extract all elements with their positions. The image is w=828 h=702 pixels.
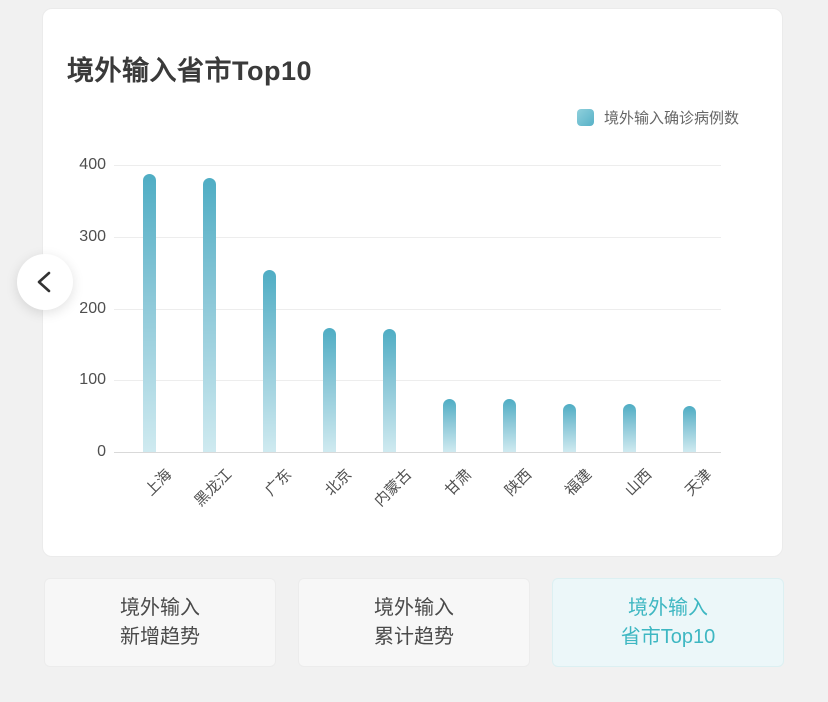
x-axis-label: 陕西 (501, 466, 536, 500)
tab-imported-cumulative-trend[interactable]: 境外输入 累计趋势 (298, 578, 530, 667)
tab-label-line1: 境外输入 (374, 596, 454, 619)
y-axis-tick-label: 200 (79, 299, 106, 317)
bar[interactable] (442, 399, 456, 452)
tab-label-line2: 省市Top10 (620, 625, 716, 648)
bar[interactable] (562, 404, 576, 452)
legend-swatch-icon (576, 109, 594, 126)
x-axis-label: 黑龙江 (191, 466, 236, 510)
tab-label-line2: 累计趋势 (374, 625, 454, 648)
gridline (114, 308, 721, 310)
chart-card: 境外输入省市Top10 境外输入确诊病例数 0 100 200 300 400 上海 黑龙江… (42, 8, 783, 557)
x-axis-label: 内蒙古 (371, 466, 416, 510)
bar[interactable] (502, 399, 516, 452)
tab-imported-province-top10[interactable]: 境外输入 省市Top10 (552, 578, 784, 667)
x-axis-label: 北京 (321, 466, 356, 500)
tab-bar: 境外输入 新增趋势 境外输入 累计趋势 境外输入 省市Top10 (44, 578, 784, 667)
bar[interactable] (382, 329, 396, 452)
tab-label-line1: 境外输入 (120, 596, 200, 619)
bar[interactable] (322, 328, 336, 452)
gridline (114, 380, 721, 382)
bar[interactable] (142, 174, 156, 452)
bar[interactable] (622, 404, 636, 452)
gridline (114, 165, 721, 166)
x-axis-label: 甘肃 (441, 466, 476, 500)
bar-chart: 0 100 200 300 400 上海 黑龙江 广东 北京 内蒙古 甘肃 陕西 福建 山西 天津 (43, 9, 782, 556)
bar[interactable] (682, 406, 696, 452)
legend[interactable]: 境外输入确诊病例数 (576, 107, 739, 128)
legend-label: 境外输入确诊病例数 (603, 110, 739, 127)
chevron-left-icon (37, 271, 51, 293)
y-axis-tick-label: 0 (97, 443, 106, 460)
tab-label-line1: 境外输入 (628, 596, 708, 619)
tab-label-line2: 新增趋势 (120, 625, 200, 648)
prev-chart-button[interactable] (17, 254, 73, 310)
tab-imported-new-trend[interactable]: 境外输入 新增趋势 (44, 578, 276, 667)
x-axis-label: 天津 (681, 466, 716, 500)
x-axis-line (114, 452, 721, 453)
gridline (114, 236, 721, 238)
chart-title: 境外输入省市Top10 (67, 56, 313, 86)
x-axis-label: 广东 (261, 466, 296, 500)
y-axis-tick-label: 300 (79, 227, 106, 245)
x-axis-label: 山西 (621, 466, 656, 500)
x-axis-label: 上海 (141, 466, 176, 500)
bar[interactable] (262, 270, 276, 452)
bar[interactable] (202, 178, 216, 452)
y-axis-tick-label: 400 (79, 156, 106, 173)
x-axis-label: 福建 (561, 466, 596, 500)
y-axis-tick-label: 100 (79, 371, 106, 389)
